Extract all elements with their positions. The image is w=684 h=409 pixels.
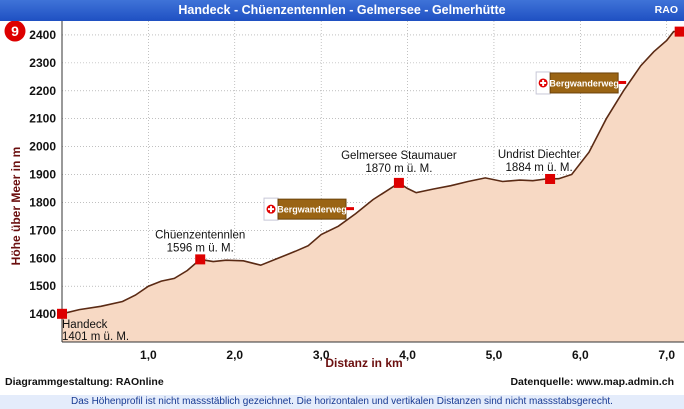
- waypoint-name: Undrist Diechter: [498, 149, 581, 161]
- diagram-credit: Diagrammgestaltung: RAOnline: [5, 376, 164, 388]
- trail-sign-label: Bergwanderweg: [277, 205, 347, 215]
- waypoint-marker: [674, 26, 684, 37]
- x-tick-label: 1,0: [140, 348, 157, 362]
- trail-sign: Bergwanderweg: [535, 71, 627, 95]
- trail-sign-label: Bergwanderweg: [549, 78, 619, 88]
- y-tick-label: 2400: [29, 28, 56, 42]
- elevation-profile-chart: 1,0 2,0 3,0 4,0 5,0 6,0 7,0 1400 1500 1600 1700 18…: [4, 21, 684, 370]
- y-tick-label: 1800: [29, 195, 56, 209]
- x-tick-label: 6,0: [572, 348, 589, 362]
- route-number: 9: [11, 23, 19, 39]
- y-tick-label: 1700: [29, 223, 56, 237]
- data-source: Datenquelle: www.map.admin.ch: [510, 376, 674, 388]
- x-tick-labels: 1,0 2,0 3,0 4,0 5,0 6,0 7,0: [140, 348, 675, 362]
- waypoint-elevation: 1596 m ü. M.: [167, 242, 234, 254]
- waypoint-name: Chüenzentennlen: [155, 229, 245, 241]
- x-tick-label: 2,0: [226, 348, 243, 362]
- y-tick-label: 2300: [29, 56, 56, 70]
- y-tick-label: 1900: [29, 168, 56, 182]
- waypoint-elevation: 2412 m ü. M.: [605, 21, 672, 24]
- y-axis-label: Höhe über Meer in m: [9, 147, 23, 266]
- y-tick-label: 2100: [29, 112, 56, 126]
- elevation-area: [62, 31, 684, 342]
- waypoint-elevation: 1884 m ü. M.: [506, 162, 573, 174]
- y-tick-label: 2200: [29, 84, 56, 98]
- x-tick-label: 4,0: [399, 348, 416, 362]
- trail-signs: Bergwanderweg Bergwanderweg: [263, 71, 627, 221]
- title-bar: Handeck - Chüenzentennlen - Gelmersee - …: [0, 0, 684, 21]
- y-tick-labels: 1400 1500 1600 1700 1800 1900 2000 2100 2200 2300…: [29, 28, 56, 321]
- y-tick-label: 1400: [29, 307, 56, 321]
- y-tick-label: 2000: [29, 140, 56, 154]
- waypoint-marker: [57, 308, 67, 319]
- waypoint-marker: [195, 254, 206, 265]
- route-number-badge: 9: [4, 21, 26, 42]
- waypoint-elevation: 1401 m ü. M.: [62, 331, 129, 343]
- trail-sign: Bergwanderweg: [263, 197, 355, 221]
- footer-note: Das Höhenprofil ist nicht massstäblich g…: [0, 395, 684, 409]
- x-tick-label: 3,0: [313, 348, 330, 362]
- x-tick-label: 7,0: [658, 348, 675, 362]
- waypoint-marker: [393, 177, 404, 188]
- y-tick-label: 1600: [29, 251, 56, 265]
- waypoint-name: Handeck: [62, 319, 108, 331]
- x-axis-label: Distanz in km: [325, 356, 402, 370]
- y-tick-label: 1500: [29, 279, 56, 293]
- x-tick-label: 5,0: [486, 348, 503, 362]
- chart-title: Handeck - Chüenzentennlen - Gelmersee - …: [178, 3, 506, 17]
- elevation-line: [61, 30, 684, 315]
- waypoint-elevation: 1870 m ü. M.: [365, 163, 432, 175]
- waypoint: Gelmerhütte2412 m ü. M.: [605, 21, 684, 37]
- waypoint-marker: [545, 173, 556, 184]
- rao-badge: RAO: [654, 4, 678, 16]
- waypoint-name: Gelmersee Staumauer: [341, 150, 457, 162]
